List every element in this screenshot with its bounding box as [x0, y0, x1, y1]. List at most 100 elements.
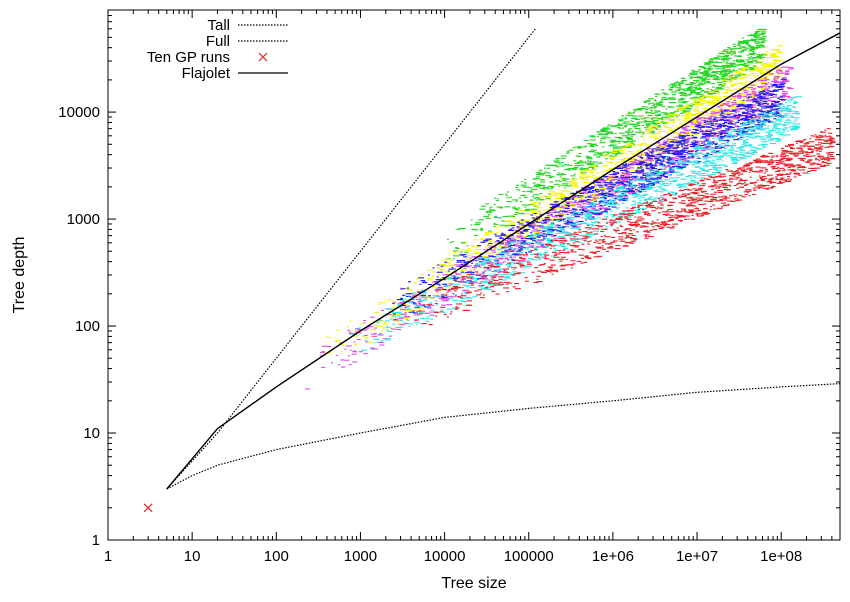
- gp-run-point: [569, 234, 574, 236]
- gp-run-point: [594, 152, 599, 154]
- gp-run-point: [630, 141, 633, 143]
- gp-run-point: [677, 107, 679, 109]
- gp-run-point: [403, 316, 410, 318]
- gp-run-point: [645, 166, 648, 168]
- gp-run-point: [604, 133, 610, 135]
- gp-run-point: [590, 144, 597, 146]
- gp-run-point: [571, 211, 577, 213]
- gp-run-point: [693, 99, 697, 101]
- gp-run-point: [669, 158, 674, 160]
- gp-run-point: [661, 89, 665, 91]
- gp-run-point: [610, 144, 614, 146]
- gp-run-point: [497, 225, 503, 227]
- gp-run-point: [768, 130, 774, 132]
- gp-run-point: [711, 155, 715, 157]
- gp-run-point: [661, 169, 664, 171]
- gp-run-point: [647, 158, 653, 160]
- gp-run-point: [381, 330, 384, 332]
- gp-run-point: [504, 240, 508, 242]
- gp-run-point: [640, 145, 643, 147]
- gp-run-point: [795, 123, 801, 125]
- gp-run-point: [725, 69, 730, 71]
- gp-run-point: [591, 201, 594, 203]
- gp-run-point: [570, 184, 574, 186]
- gp-run-point: [651, 178, 658, 180]
- gp-run-point: [580, 205, 583, 207]
- gp-run-point: [679, 189, 682, 191]
- gp-run-point: [778, 88, 784, 90]
- gp-run-point: [743, 74, 749, 76]
- gp-run-point: [704, 77, 708, 79]
- gp-run-point: [602, 129, 605, 131]
- gp-run-point: [757, 46, 764, 48]
- gp-run-point: [697, 88, 703, 90]
- gp-run-point: [537, 258, 542, 260]
- gp-run-point: [577, 203, 584, 205]
- gp-run-point: [438, 290, 442, 292]
- gp-run-point: [705, 72, 710, 74]
- gp-run-point: [767, 120, 773, 122]
- x-tick-label: 1: [104, 548, 112, 565]
- gp-run-point: [599, 188, 606, 190]
- gp-run-point: [516, 227, 522, 229]
- gp-run-point: [779, 71, 783, 73]
- gp-run-point: [485, 232, 492, 234]
- gp-run-point: [628, 115, 633, 117]
- gp-run-point: [634, 202, 636, 204]
- gp-run-point: [575, 183, 577, 185]
- gp-run-point: [501, 241, 505, 243]
- gp-run-point: [723, 65, 726, 67]
- y-tick-label: 1: [92, 532, 100, 549]
- gp-run-point: [758, 62, 763, 64]
- gp-run-point: [655, 157, 658, 159]
- gp-run-point: [698, 98, 705, 100]
- gp-run-point: [619, 153, 622, 155]
- gp-run-point: [762, 103, 768, 105]
- gp-run-point: [708, 175, 712, 177]
- gp-run-point: [581, 196, 585, 198]
- gp-run-point: [746, 99, 753, 101]
- gp-run-point: [785, 119, 792, 121]
- gp-run-point: [611, 151, 618, 153]
- gp-run-point: [604, 195, 608, 197]
- gp-run-point: [517, 255, 522, 257]
- gp-run-point: [682, 136, 686, 138]
- gp-run-point: [357, 329, 364, 331]
- gp-run-point: [700, 149, 707, 151]
- gp-run-point: [610, 188, 614, 190]
- gp-run-point: [764, 110, 767, 112]
- gp-run-point: [640, 165, 643, 167]
- gp-run-point: [550, 213, 553, 215]
- gp-run-point: [588, 190, 592, 192]
- gp-run-point: [688, 93, 693, 95]
- gp-run-point: [585, 162, 591, 164]
- gp-run-point: [707, 117, 711, 119]
- gp-run-point: [727, 121, 733, 123]
- gp-run-point: [607, 155, 610, 157]
- gp-run-point: [729, 106, 736, 108]
- gp-run-point: [550, 227, 553, 229]
- gp-run-point: [618, 120, 624, 122]
- gp-run-point: [494, 241, 499, 243]
- gp-run-point: [540, 181, 546, 183]
- gp-run-point: [687, 138, 691, 140]
- gp-run-point: [685, 134, 688, 136]
- gp-run-point: [679, 132, 686, 134]
- gp-run-point: [549, 203, 556, 205]
- gp-run-point: [568, 211, 573, 213]
- gp-run-point: [592, 198, 597, 200]
- gp-run-point: [663, 93, 669, 95]
- gp-run-point: [647, 127, 653, 129]
- gp-run-point: [729, 98, 732, 100]
- gp-run-point: [576, 220, 579, 222]
- gp-run-point: [520, 201, 523, 203]
- gp-run-point: [645, 121, 648, 123]
- gp-run-point: [460, 279, 464, 281]
- gp-run-point: [539, 187, 545, 189]
- gp-run-point: [724, 134, 727, 136]
- gp-run-point: [649, 160, 653, 162]
- gp-run-point: [751, 73, 754, 75]
- gp-run-point: [590, 151, 593, 153]
- gp-run-point: [710, 110, 716, 112]
- gp-run-point: [606, 153, 608, 155]
